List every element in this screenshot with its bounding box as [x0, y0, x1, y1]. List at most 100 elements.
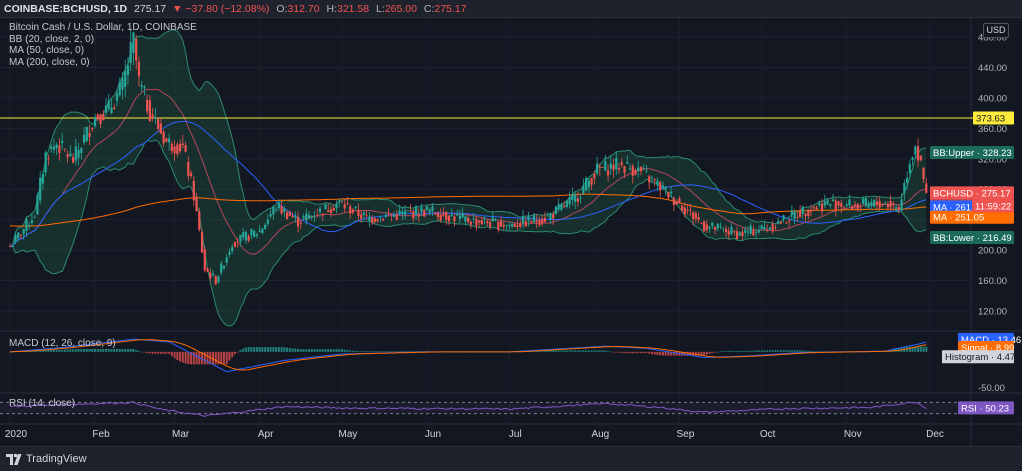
candle-body [253, 230, 256, 237]
candle-body [815, 207, 818, 210]
macd-legend[interactable]: MACD (12, 26, close, 9) [9, 338, 116, 349]
candle-body [738, 232, 741, 236]
macd-bar [52, 349, 55, 352]
candle-body [200, 231, 204, 253]
candle-body [414, 206, 418, 215]
candle-body [519, 223, 522, 227]
candle-body [327, 210, 330, 213]
macd-bar [283, 347, 286, 352]
candle-body [178, 143, 182, 152]
candle-body [206, 268, 209, 272]
y-tick-label: 160.00 [978, 276, 1007, 287]
macd-bar [58, 349, 61, 352]
candle-body [744, 229, 747, 233]
macd-bar [810, 351, 813, 352]
x-tick-label: Feb [92, 429, 110, 440]
macd-bar [546, 350, 549, 352]
candle-body [362, 212, 365, 215]
legend-bb[interactable]: BB (20, close, 2, 0) [9, 33, 95, 45]
x-tick-label: Dec [926, 429, 944, 440]
macd-bar [398, 351, 401, 352]
macd-bar [9, 351, 11, 353]
macd-bar [362, 351, 365, 352]
legend-ma50[interactable]: MA (50, close, 0) [9, 45, 85, 56]
macd-bar [735, 351, 738, 352]
macd-bar [222, 351, 225, 365]
macd-bar [749, 350, 752, 352]
candle-body [645, 170, 648, 172]
macd-bar [752, 350, 755, 352]
candle-body [165, 138, 168, 142]
macd-bar [332, 349, 335, 352]
candle-body [368, 216, 371, 221]
macd-bar [661, 351, 664, 356]
macd-bar [642, 351, 645, 354]
macd-line [9, 338, 927, 373]
candle-body [47, 158, 50, 160]
chart-title[interactable]: Bitcoin Cash / U.S. Dollar, 1D, COINBASE [9, 22, 197, 33]
macd-bar [275, 347, 278, 352]
macd-bar [181, 351, 184, 363]
candle-body [840, 203, 843, 207]
candle-body [683, 207, 686, 215]
candle-body [579, 197, 582, 199]
candle-body [162, 132, 165, 144]
candle-body [499, 221, 503, 227]
legend-ma200[interactable]: MA (200, close, 0) [9, 56, 90, 68]
candle-body [55, 144, 58, 149]
brand-name[interactable]: TradingView [26, 453, 87, 465]
macd-bar [741, 351, 744, 352]
tradingview-logo-icon[interactable] [6, 452, 22, 466]
symbol-title[interactable]: COINBASE:BCHUSD, 1D [4, 3, 128, 15]
price-chart[interactable]: 120.00160.00200.00240.00280.00320.00360.… [0, 18, 1022, 446]
macd-bar [102, 348, 105, 352]
candle-body [445, 211, 448, 220]
macd-bar [201, 351, 204, 365]
candle-body [44, 152, 47, 173]
candle-body [848, 199, 851, 206]
macd-bar [788, 350, 791, 352]
candle-body [595, 163, 599, 174]
macd-bar [63, 349, 66, 352]
candle-body [104, 105, 108, 113]
bb-upper-line [9, 29, 927, 247]
candle-body [530, 221, 533, 223]
candle-body [102, 114, 105, 121]
candle-body [697, 217, 700, 220]
rsi-legend[interactable]: RSI (14, close) [9, 398, 76, 409]
candle-body [881, 204, 884, 206]
macd-bar [568, 350, 571, 352]
currency-button[interactable]: USD [983, 23, 1009, 38]
candle-body [752, 230, 755, 236]
rsi-value-tag: RSI · 50.23 [958, 401, 1014, 415]
macd-bar [401, 351, 404, 352]
candle-body [719, 226, 722, 228]
macd-bar [571, 350, 574, 352]
candle-body [469, 221, 472, 225]
candle-body [853, 204, 857, 206]
macd-bar [733, 351, 736, 352]
candle-body [524, 221, 527, 227]
macd-bar [346, 350, 349, 352]
macd-bar [711, 351, 714, 353]
macd-bar [541, 350, 544, 352]
macd-bar [41, 349, 44, 352]
macd-bar [812, 351, 815, 352]
candle-body [313, 217, 316, 219]
candle-body [384, 214, 387, 218]
svg-text:BCHUSD · 275.17: BCHUSD · 275.17 [933, 188, 1011, 199]
macd-bar [143, 351, 146, 353]
macd-bar [280, 347, 283, 352]
candle-body [74, 146, 77, 161]
candle-body [689, 209, 692, 211]
candle-body [77, 150, 80, 158]
candle-body [11, 245, 14, 247]
candle-body [656, 180, 659, 186]
macd-bar [179, 351, 182, 362]
candle-body [889, 201, 892, 208]
svg-text:11:59:22: 11:59:22 [975, 201, 1011, 212]
candle-body [686, 209, 689, 211]
candle-body [135, 39, 138, 61]
candle-body [258, 230, 261, 233]
candle-body [587, 180, 590, 188]
